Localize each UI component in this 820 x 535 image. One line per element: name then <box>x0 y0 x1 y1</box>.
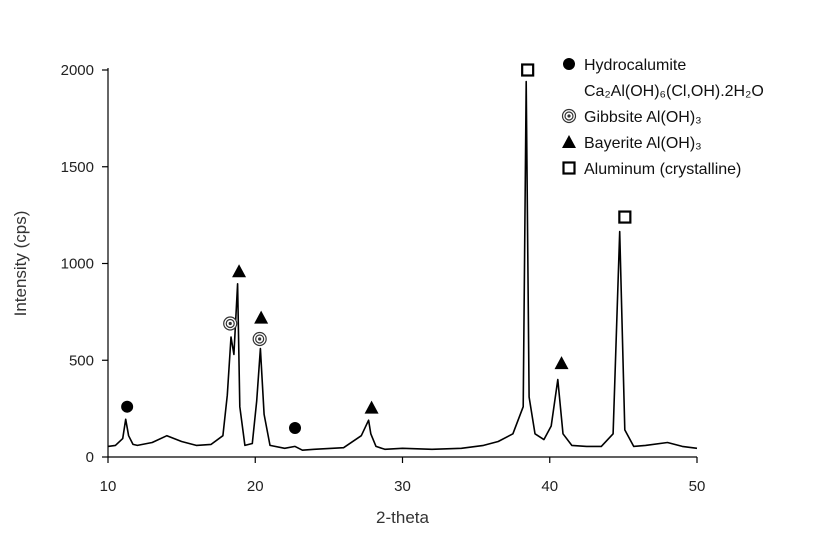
legend-label: Gibbsite Al(OH)₃ <box>584 109 702 126</box>
marker-hydrocalumite <box>121 400 134 413</box>
y-tick-label: 0 <box>86 449 94 466</box>
y-axis-title: Intensity (cps) <box>11 211 30 317</box>
legend: Hydrocalumite Ca₂Al(OH)₆(Cl,OH).2H₂O Gibbs… <box>543 43 808 193</box>
x-axis-title: 2-theta <box>376 508 429 527</box>
y-tick-label: 500 <box>69 352 94 369</box>
legend-square-icon <box>562 161 576 175</box>
marker-bayerite <box>232 264 247 278</box>
phase-markers <box>121 63 632 434</box>
marker-hydrocalumite <box>289 421 302 434</box>
marker-bayerite <box>254 310 269 324</box>
marker-gibbsite <box>252 331 267 347</box>
legend-label-formula: Ca₂Al(OH)₆(Cl,OH).2H₂O <box>584 83 764 100</box>
marker-bayerite <box>554 356 569 370</box>
x-tick-label: 40 <box>541 478 558 495</box>
legend-circle-icon <box>563 58 575 70</box>
marker-aluminum <box>521 63 535 77</box>
legend-box <box>543 43 808 193</box>
legend-label: Bayerite Al(OH)₃ <box>584 135 702 152</box>
x-tick-label: 30 <box>394 478 411 495</box>
legend-label: Aluminum (crystalline) <box>584 161 741 178</box>
marker-gibbsite <box>223 316 238 331</box>
x-tick-label: 50 <box>689 478 706 495</box>
x-tick-label: 10 <box>100 478 117 495</box>
legend-triangle-icon <box>562 135 576 148</box>
y-tick-label: 1500 <box>61 159 94 176</box>
marker-aluminum <box>618 210 632 224</box>
x-tick-label: 20 <box>247 478 264 495</box>
legend-label: Hydrocalumite <box>584 57 686 74</box>
legend-target-icon <box>561 108 577 124</box>
trace-layer <box>107 80 698 452</box>
marker-bayerite <box>364 400 379 414</box>
axes: 0 500 1000 1500 2000 10 20 30 40 50 2-theta Intensi… <box>11 62 705 527</box>
y-tick-label: 1000 <box>61 256 94 273</box>
diffraction-trace <box>107 80 698 452</box>
y-tick-label: 2000 <box>61 62 94 79</box>
